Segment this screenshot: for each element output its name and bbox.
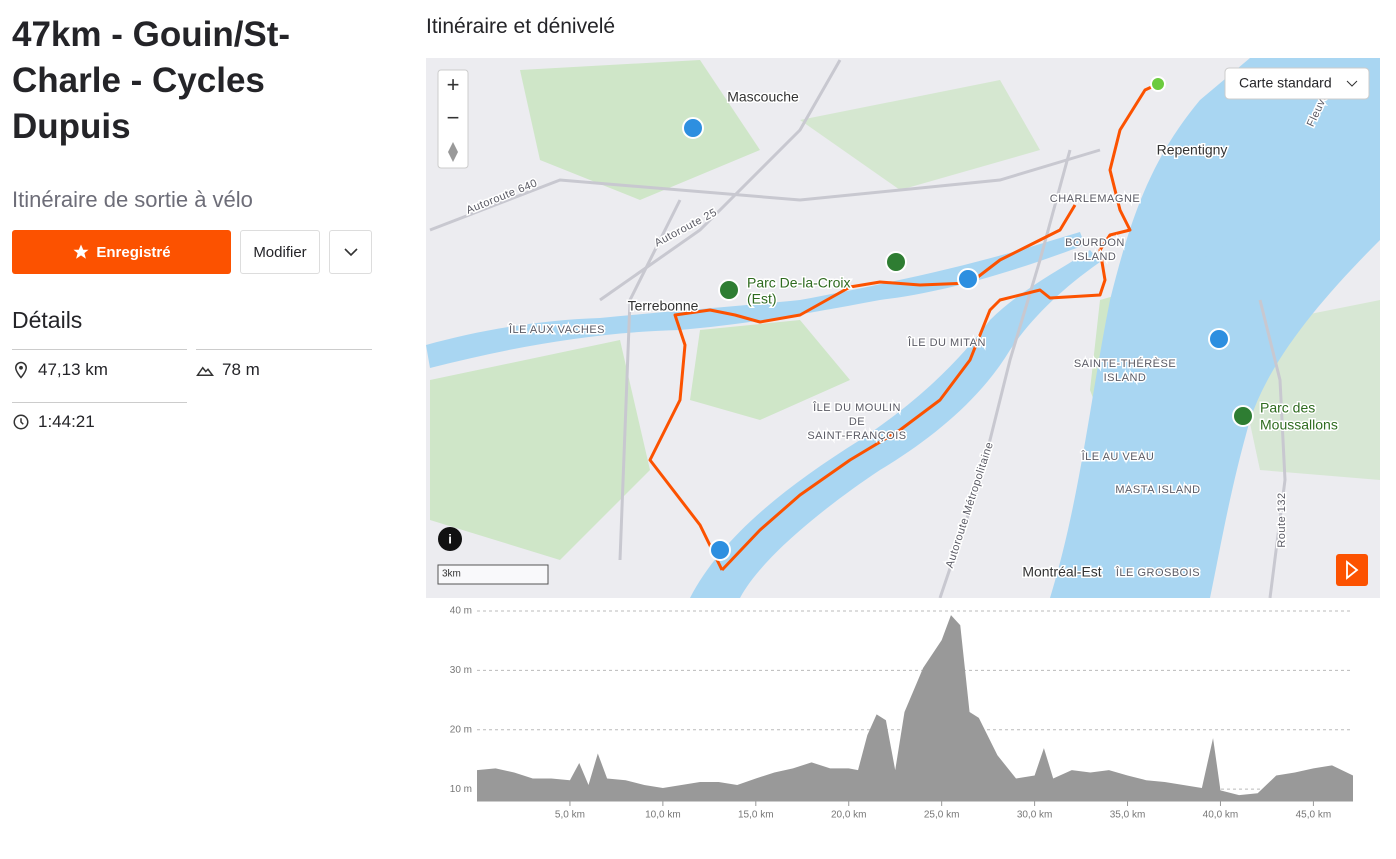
photo-marker[interactable]: [1208, 328, 1230, 350]
x-tick-label: 45,0 km: [1296, 810, 1332, 821]
info-button[interactable]: [438, 527, 462, 551]
zoom-controls: [437, 69, 469, 169]
distance-stat: 47,13 km: [12, 360, 108, 380]
edit-label: Modifier: [253, 243, 307, 261]
x-tick-label: 10,0 km: [645, 810, 681, 821]
water: [426, 58, 1380, 598]
chevron-icon: [343, 248, 358, 257]
x-tick-label: 20,0 km: [831, 810, 867, 821]
x-tick-label: 15,0 km: [738, 810, 774, 821]
layer-chevron: [1346, 80, 1358, 87]
compass[interactable]: [448, 142, 458, 162]
star-icon: [73, 244, 89, 259]
map-label: SAINT-FRANÇOIS: [807, 430, 906, 442]
zoom-out[interactable]: −: [447, 105, 460, 130]
route-subtitle: Itinéraire de sortie à vélo: [12, 187, 253, 212]
map-label: Terrebonne: [628, 298, 699, 314]
x-tick-label: 35,0 km: [1110, 810, 1146, 821]
route-title: 47km - Gouin/St-Charle - Cycles Dupuis: [12, 15, 291, 146]
x-tick-label: 5,0 km: [555, 810, 585, 821]
map[interactable]: Mascouche Repentigny CHARLEMAGNE BOURDON ISL…: [426, 58, 1380, 598]
map-label: Route 132: [1276, 492, 1288, 547]
details-heading: Détails: [12, 307, 83, 333]
layer-select[interactable]: [1224, 67, 1370, 100]
map-heading: Itinéraire et dénivelé: [426, 15, 616, 38]
park-marker[interactable]: [885, 251, 907, 273]
saved-label: Enregistré: [96, 243, 171, 261]
elevation-stat: 78 m: [196, 360, 260, 380]
info-icon: i: [448, 531, 452, 546]
elevation-chart: 10 m 20 m 30 m 40 m 5,0 km 10,0 km 15,0 km 20,0…: [450, 606, 1353, 821]
map-label: CHARLEMAGNE: [1050, 193, 1140, 205]
scale-bar: [437, 564, 549, 585]
photo-markers: [682, 117, 1230, 561]
park-label: Moussallons: [1260, 417, 1338, 433]
map-label: Mascouche: [727, 89, 799, 105]
park-markers: [718, 251, 1254, 427]
pin-icon: [14, 361, 28, 379]
map-label: Repentigny: [1157, 142, 1228, 158]
y-tick-label: 30 m: [450, 665, 472, 676]
x-tick-label: 40,0 km: [1203, 810, 1239, 821]
map-label: BOURDON: [1065, 237, 1125, 249]
photo-marker[interactable]: [957, 268, 979, 290]
map-label: ISLAND: [1074, 251, 1117, 263]
roads: [429, 59, 1287, 598]
map-label: MASTA ISLAND: [1115, 484, 1200, 496]
flyover-button[interactable]: [1336, 554, 1368, 586]
map-label: ISLAND: [1104, 372, 1147, 384]
separator: [12, 402, 187, 403]
map-label: ÎLE DU MITAN: [907, 336, 986, 349]
map-label: Montréal-Est: [1022, 564, 1101, 580]
y-tick-label: 10 m: [450, 784, 472, 795]
mountain-icon: [196, 366, 214, 376]
clock-icon: [13, 414, 29, 430]
zoom-in[interactable]: +: [447, 72, 460, 97]
layer-label: Carte standard: [1239, 75, 1332, 91]
map-label: ÎLE AUX VACHES: [508, 323, 605, 336]
elevation-area: [477, 615, 1353, 801]
scale-label: 3km: [442, 569, 461, 580]
x-tick-label: 25,0 km: [924, 810, 960, 821]
elevation-value: 78 m: [222, 360, 260, 379]
distance-value: 47,13 km: [38, 360, 108, 379]
park-label: Parc De-la-Croix: [747, 275, 850, 291]
park-marker[interactable]: [718, 279, 740, 301]
park-marker[interactable]: [1232, 405, 1254, 427]
photo-marker[interactable]: [682, 117, 704, 139]
map-label: ÎLE GROSBOIS: [1115, 566, 1200, 579]
saved-button[interactable]: Enregistré: [12, 230, 231, 274]
map-label: SAINTE-THÉRÈSE: [1074, 357, 1176, 370]
map-label: ÎLE AU VEAU: [1081, 450, 1155, 463]
y-tick-label: 20 m: [450, 724, 472, 735]
y-tick-label: 40 m: [450, 606, 472, 617]
edit-button[interactable]: Modifier: [240, 230, 320, 274]
park-label: (Est): [747, 291, 777, 307]
photo-marker[interactable]: [709, 539, 731, 561]
x-tick-label: 30,0 km: [1017, 810, 1053, 821]
park-label: Parc des: [1260, 400, 1315, 416]
map-label: ÎLE DU MOULIN: [812, 401, 901, 414]
start-marker[interactable]: [1150, 76, 1166, 92]
map-label: DE: [849, 416, 865, 428]
play-icon: [1346, 560, 1359, 580]
duration-value: 1:44:21: [38, 412, 95, 431]
route-line: [648, 82, 1159, 572]
more-button[interactable]: [329, 230, 372, 274]
duration-stat: 1:44:21: [12, 412, 95, 432]
separator: [12, 349, 187, 350]
separator: [196, 349, 372, 350]
